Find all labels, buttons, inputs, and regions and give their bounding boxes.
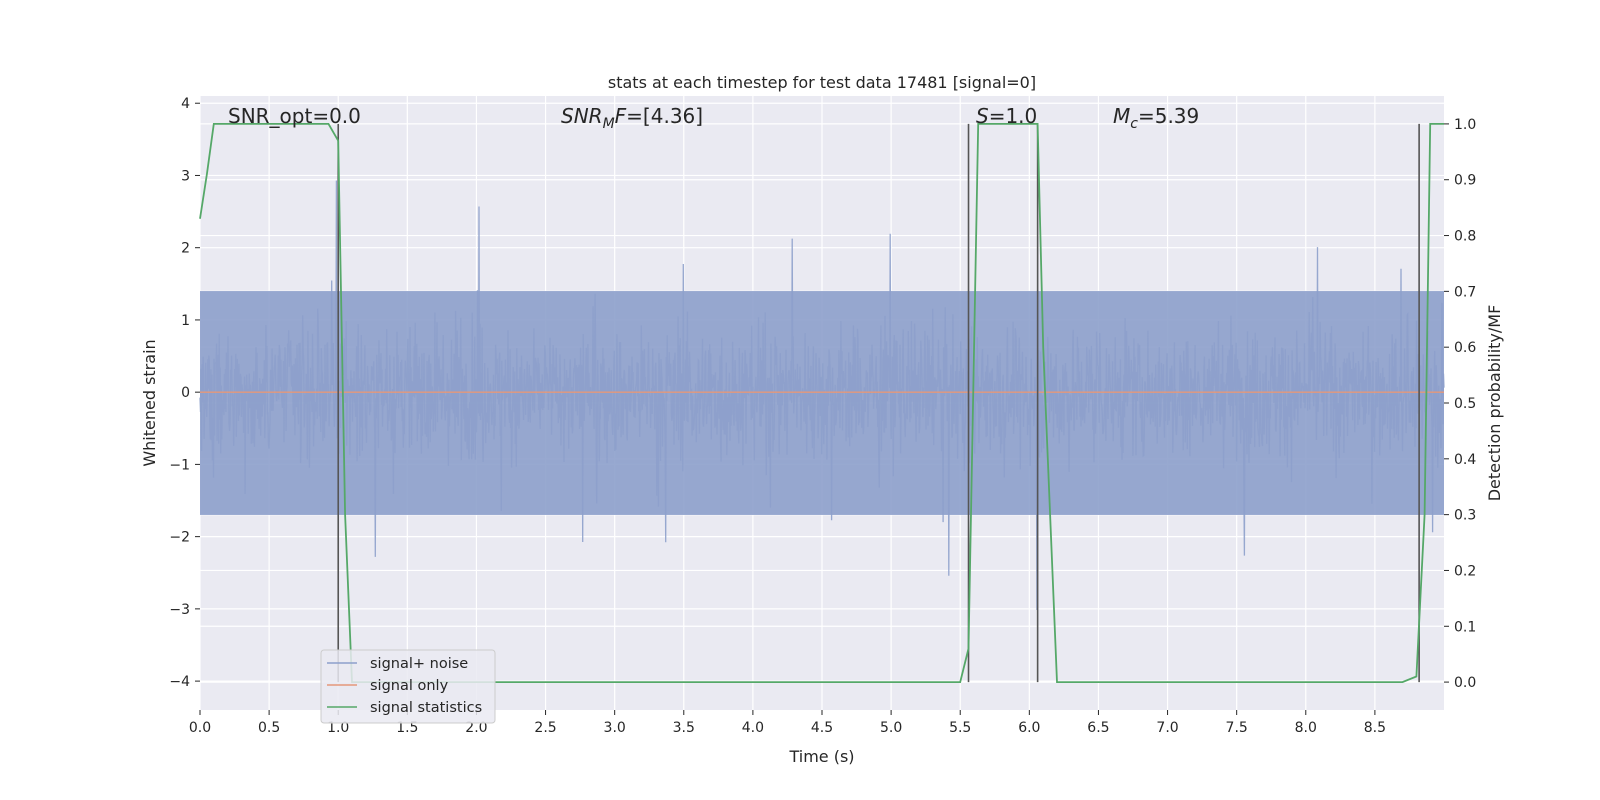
y-right-tick-label-6: 0.4: [1454, 452, 1476, 468]
y-right-tick-label-8: 0.2: [1454, 563, 1476, 579]
snr-mf-prefix: SNR: [561, 104, 603, 128]
y-left-tick-label-3: 1: [181, 313, 190, 329]
y-left-tick-label-0: 4: [181, 96, 190, 112]
y-left-tick-label-2: 2: [181, 241, 190, 257]
x-tick-label-4: 2.0: [465, 720, 487, 736]
legend-box: [320, 649, 496, 724]
chart-title: stats at each timestep for test data 174…: [608, 73, 1036, 92]
mc-value: =5.39: [1138, 104, 1199, 128]
y-right-tick-label-5: 0.5: [1454, 396, 1476, 412]
y-left-tick-label-1: 3: [181, 168, 190, 184]
annotation-snr-mf: SNRMF=[4.36]: [561, 104, 703, 132]
legend-label-signal: signal only: [370, 678, 449, 694]
signal-noise-series: [199, 180, 1445, 611]
snr-mf-value: =[4.36]: [626, 104, 703, 128]
legend-label-noise: signal+ noise: [370, 656, 468, 672]
y-left-tick-label-4: 0: [181, 385, 190, 401]
x-tick-label-6: 3.0: [604, 720, 626, 736]
y-right-tick-label-9: 0.1: [1454, 619, 1476, 635]
s-value: =1.0: [989, 104, 1038, 128]
x-tick-label-16: 8.0: [1295, 720, 1317, 736]
y-right-tick-label-3: 0.7: [1454, 284, 1476, 300]
x-tick-label-7: 3.5: [673, 720, 695, 736]
x-axis-ticks: 0.0 0.5 1.0 1.5 2.0 2.5 3.0 3.5 4.0 4.5 5.0 5.5 6.0 6…: [189, 710, 1386, 736]
y-right-tick-label-7: 0.3: [1454, 508, 1476, 524]
s-symbol: S: [976, 104, 989, 128]
x-tick-label-0: 0.0: [189, 720, 211, 736]
y-right-tick-label-4: 0.6: [1454, 340, 1476, 356]
x-tick-label-1: 0.5: [258, 720, 280, 736]
legend-label-stats: signal statistics: [370, 700, 482, 716]
x-tick-label-13: 6.5: [1087, 720, 1109, 736]
annotation-s: S=1.0: [976, 104, 1037, 128]
noise-line: [199, 180, 1445, 611]
x-tick-label-9: 4.5: [811, 720, 833, 736]
x-tick-label-10: 5.0: [880, 720, 902, 736]
y-right-tick-label-1: 0.9: [1454, 173, 1476, 189]
vertical-markers: [337, 123, 1420, 683]
y-right-axis-ticks: 1.0 0.9 0.8 0.7 0.6 0.5 0.4 0.3 0.2 0.1 0.0: [1444, 117, 1476, 691]
signal-statistics-series: [199, 123, 1444, 683]
snr-mf-subscript: M: [603, 116, 615, 132]
x-tick-label-5: 2.5: [534, 720, 556, 736]
x-tick-label-17: 8.5: [1364, 720, 1386, 736]
y-right-tick-label-0: 1.0: [1454, 117, 1476, 133]
x-tick-label-12: 6.0: [1018, 720, 1040, 736]
y-right-tick-label-2: 0.8: [1454, 229, 1476, 245]
y-left-tick-label-6: −2: [169, 530, 190, 546]
y-right-axis-label: Detection probability/MF: [1485, 305, 1504, 502]
x-tick-label-3: 1.5: [396, 720, 418, 736]
x-tick-label-8: 4.0: [742, 720, 764, 736]
snr-mf-suffix-italic: F: [615, 104, 627, 128]
x-axis-label: Time (s): [788, 747, 854, 766]
y-left-tick-label-5: −1: [169, 457, 190, 473]
signal-statistics-line: [199, 123, 1444, 683]
legend: signal+ noise signal only signal statist…: [320, 649, 496, 724]
annotation-snr-opt: SNR_opt=0.0: [228, 104, 361, 128]
x-tick-label-15: 7.5: [1226, 720, 1248, 736]
y-right-tick-label-10: 0.0: [1454, 675, 1476, 691]
mc-symbol: M: [1113, 104, 1130, 128]
mc-subscript: c: [1130, 116, 1138, 132]
annotation-mc: Mc=5.39: [1113, 104, 1199, 132]
y-left-axis-label: Whitened strain: [140, 339, 159, 466]
y-left-tick-label-7: −3: [169, 602, 190, 618]
x-tick-label-2: 1.0: [327, 720, 349, 736]
x-tick-label-11: 5.5: [949, 720, 971, 736]
x-tick-label-14: 7.0: [1156, 720, 1178, 736]
y-left-tick-label-8: −4: [169, 674, 190, 690]
y-left-axis-ticks: 4 3 2 1 0 −1 −2 −3 −4: [169, 96, 200, 690]
